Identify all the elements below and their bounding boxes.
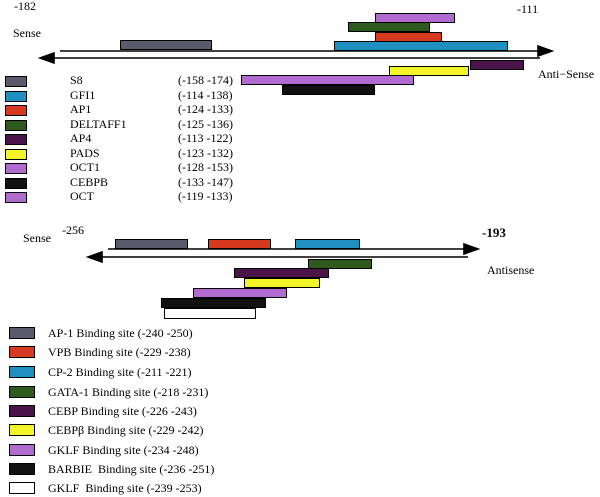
legend-range: (-119 -133) <box>178 189 233 203</box>
legend-swatch-vpb-site <box>9 346 35 358</box>
legend-swatch-ap1 <box>5 105 27 116</box>
legend-name: CEBPB <box>70 175 109 189</box>
legend-label: GATA-1 Binding site (-218 -231) <box>48 385 209 399</box>
legend-range: (-128 -153) <box>178 160 233 174</box>
legend-label: GKLF Binding site (-239 -253) <box>48 481 202 495</box>
legend-range: (-133 -147) <box>178 175 233 189</box>
legend-swatch-deltaff1 <box>5 120 27 131</box>
top-box-pads <box>389 66 469 76</box>
legend-swatch-ap4 <box>5 134 27 145</box>
top-sense-label: Sense <box>13 26 41 40</box>
legend-label: CEBP Binding site (-226 -243) <box>48 404 197 418</box>
top-right-coordinate: -111 <box>517 2 539 16</box>
bottom-box-gata1 <box>308 259 372 269</box>
bottom-box-vpb <box>208 239 271 249</box>
legend-range: (-125 -136) <box>178 117 233 131</box>
legend-range: (-123 -132) <box>178 146 233 160</box>
legend-label: AP-1 Binding site (-240 -250) <box>48 326 193 340</box>
bottom-box-cebp <box>234 268 329 278</box>
legend-swatch-cebp-site <box>9 405 35 417</box>
legend-name: PADS <box>70 146 100 160</box>
legend-label: GKLF Binding site (-234 -248) <box>48 443 199 457</box>
legend-swatch-gfi1 <box>5 91 27 102</box>
legend-swatch-s8 <box>5 76 27 87</box>
bottom-antisense-arrow <box>85 250 468 264</box>
legend-range: (-158 -174) <box>178 73 233 87</box>
legend-name: S8 <box>70 73 83 87</box>
legend-swatch-gata1-site <box>9 386 35 398</box>
bottom-box-gklf-white <box>164 308 256 319</box>
top-box-s8 <box>120 40 212 50</box>
legend-swatch-gklf-site <box>9 444 35 456</box>
legend-swatch-cebpb <box>5 178 27 189</box>
bottom-box-barbie <box>161 298 266 308</box>
legend-swatch-oct <box>5 192 27 203</box>
legend-swatch-oct1 <box>5 163 27 174</box>
top-antisense-arrow <box>37 51 540 65</box>
top-antisense-label: Anti−Sense <box>538 67 595 81</box>
legend-name: OCT <box>70 189 94 203</box>
legend-swatch-ap1-site <box>9 327 35 339</box>
top-box-deltaff1 <box>348 22 430 32</box>
bottom-box-cebpbeta <box>244 278 320 288</box>
legend-name: OCT1 <box>70 160 100 174</box>
bottom-box-cp2 <box>295 239 360 249</box>
legend-name: GFI1 <box>70 88 96 102</box>
bottom-sense-arrow <box>108 242 481 256</box>
legend-swatch-pads <box>5 149 27 160</box>
bottom-sense-label: Sense <box>23 231 51 245</box>
legend-range: (-124 -133) <box>178 102 233 116</box>
legend-label: CP-2 Binding site (-211 -221) <box>48 365 192 379</box>
legend-swatch-barbie-site <box>9 463 35 475</box>
top-box-cebpb <box>282 85 375 95</box>
bottom-box-ap1 <box>115 239 188 249</box>
legend-name: AP4 <box>70 131 92 145</box>
legend-name: AP1 <box>70 102 92 116</box>
bottom-box-gklf <box>193 288 287 298</box>
bottom-right-coordinate: -193 <box>482 225 506 240</box>
bottom-antisense-label: Antisense <box>487 263 535 277</box>
top-left-coordinate: -182 <box>14 0 36 13</box>
legend-label: BARBIE Binding site (-236 -251) <box>48 462 215 476</box>
legend-label: CEBPβ Binding site (-229 -242) <box>48 423 204 437</box>
legend-swatch-cebpbeta-site <box>9 424 35 436</box>
top-sense-arrow <box>60 44 555 58</box>
bottom-left-coordinate: -256 <box>62 223 84 237</box>
legend-swatch-gklf-white-site <box>9 482 35 494</box>
top-box-oct1 <box>241 75 414 85</box>
legend-name: DELTAFF1 <box>70 117 127 131</box>
top-box-ap4 <box>470 60 524 70</box>
legend-label: VPB Binding site (-229 -238) <box>48 345 191 359</box>
legend-swatch-cp2-site <box>9 366 35 378</box>
legend-range: (-113 -122) <box>178 131 233 145</box>
legend-range: (-114 -138) <box>178 88 233 102</box>
